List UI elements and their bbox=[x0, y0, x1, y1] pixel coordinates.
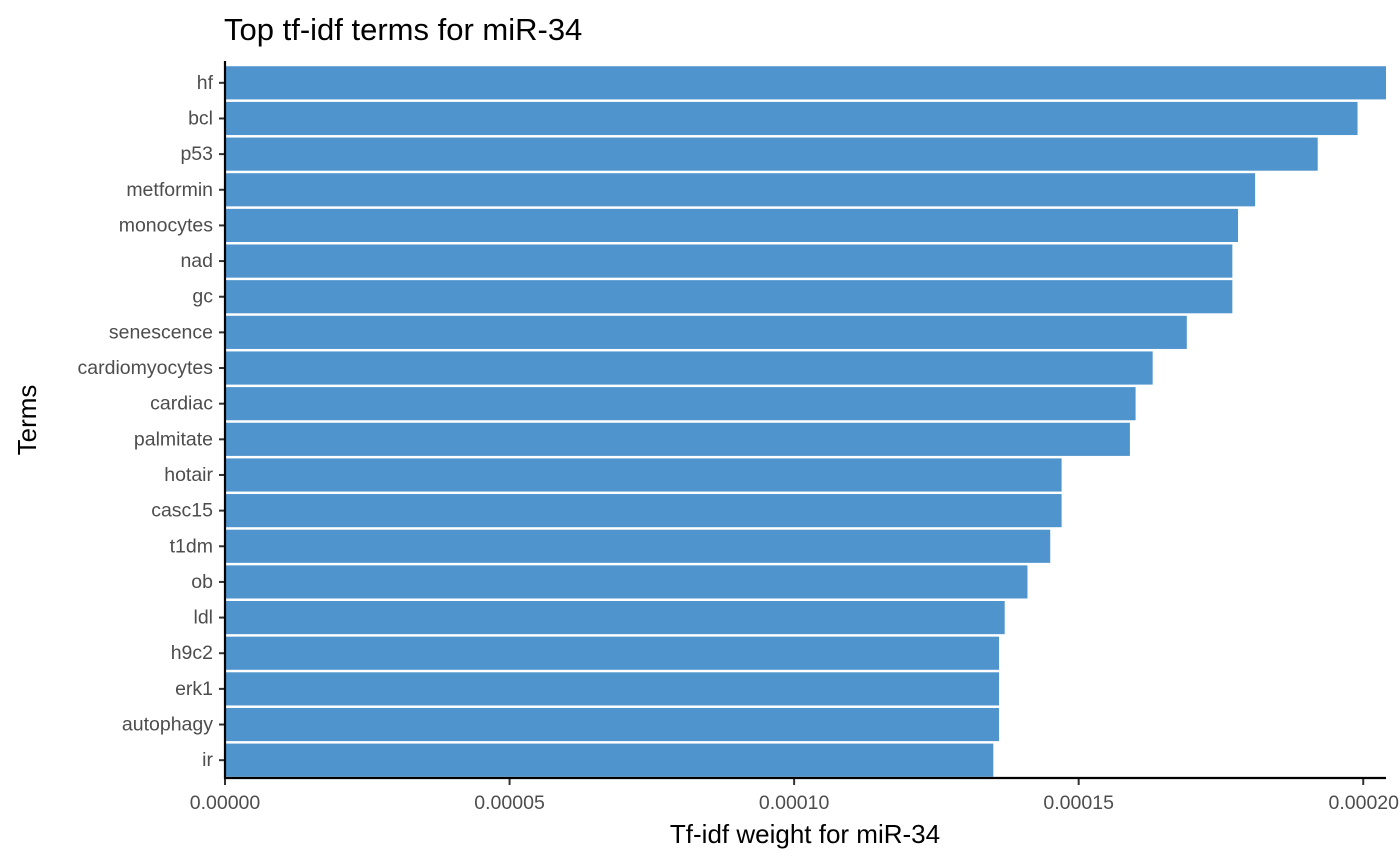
y-tick-label: hotair bbox=[164, 464, 213, 486]
bar-nad bbox=[225, 244, 1233, 278]
y-tick-label: cardiac bbox=[150, 393, 213, 415]
bar-hotair bbox=[225, 458, 1062, 492]
bar-h9c2 bbox=[225, 636, 999, 670]
y-tick-label: ob bbox=[191, 571, 213, 593]
y-tick-label: h9c2 bbox=[171, 642, 213, 664]
y-tick-label: hf bbox=[197, 72, 214, 94]
bar-bcl bbox=[225, 101, 1358, 136]
bar-cardiac bbox=[225, 387, 1136, 421]
bar-hf bbox=[225, 66, 1386, 100]
y-tick-label: nad bbox=[180, 250, 213, 272]
x-tick-label: 0.00020 bbox=[1329, 792, 1400, 814]
x-axis-ticks: 0.00000 0.00005 0.00010 0.00015 0.00020 bbox=[190, 778, 1399, 814]
y-tick-label: p53 bbox=[180, 143, 213, 165]
bar-metformin bbox=[225, 173, 1256, 207]
x-tick-label: 0.00010 bbox=[759, 792, 830, 814]
y-tick-label: metformin bbox=[126, 179, 213, 201]
y-tick-label: senescence bbox=[109, 321, 213, 343]
y-tick-label: bcl bbox=[188, 107, 213, 129]
y-tick-label: palmitate bbox=[134, 428, 213, 450]
y-tick-label: ir bbox=[202, 749, 213, 771]
y-tick-label: casc15 bbox=[151, 500, 213, 522]
x-axis-title: Tf-idf weight for miR-34 bbox=[670, 819, 940, 849]
bar-casc15 bbox=[225, 494, 1062, 528]
bar-autophagy bbox=[225, 707, 999, 742]
bar-cardiomyocytes bbox=[225, 351, 1153, 385]
bar-ldl bbox=[225, 600, 1005, 635]
y-tick-label: erk1 bbox=[175, 678, 213, 700]
bar-ir bbox=[225, 743, 994, 777]
y-tick-label: ldl bbox=[193, 607, 213, 629]
y-axis-ticks: hf bcl p53 metformin monocytes nad gc senescenc… bbox=[78, 72, 225, 771]
y-tick-label: t1dm bbox=[170, 535, 213, 557]
bar-senescence bbox=[225, 315, 1187, 349]
chart-title: Top tf-idf terms for miR-34 bbox=[224, 12, 582, 47]
y-axis-title: Terms bbox=[12, 385, 42, 456]
bars-group bbox=[225, 66, 1386, 777]
bar-ob bbox=[225, 565, 1028, 599]
y-tick-label: monocytes bbox=[119, 214, 214, 236]
bar-t1dm bbox=[225, 529, 1051, 563]
bar-monocytes bbox=[225, 208, 1239, 243]
y-tick-label: gc bbox=[192, 286, 213, 308]
x-tick-label: 0.00000 bbox=[190, 792, 261, 814]
x-tick-label: 0.00005 bbox=[474, 792, 545, 814]
y-tick-label: autophagy bbox=[122, 714, 213, 736]
bar-gc bbox=[225, 280, 1233, 314]
x-tick-label: 0.00015 bbox=[1043, 792, 1114, 814]
y-tick-label: cardiomyocytes bbox=[78, 357, 214, 379]
bar-p53 bbox=[225, 137, 1318, 171]
bar-palmitate bbox=[225, 422, 1130, 456]
bar-erk1 bbox=[225, 672, 999, 706]
